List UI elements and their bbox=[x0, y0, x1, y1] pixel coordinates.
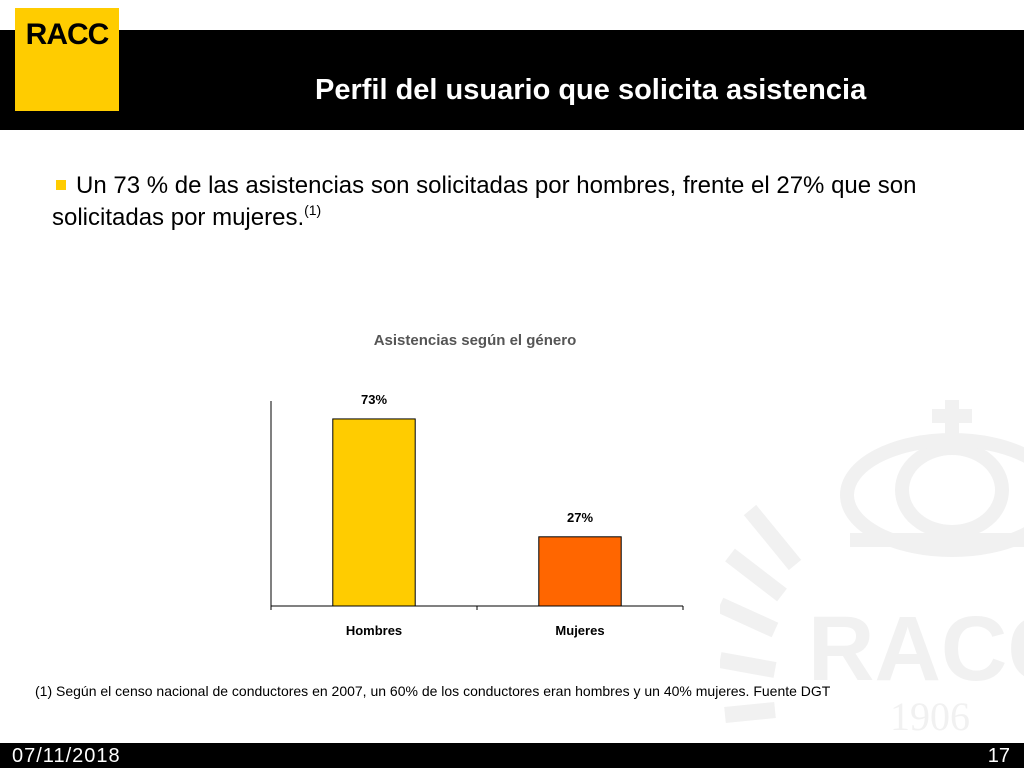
ray-2 bbox=[725, 548, 787, 602]
footer-bar: 07/11/2018 17 bbox=[0, 743, 1024, 768]
gender-bar-chart: Asistencias según el género 73% Hombres 27… bbox=[270, 332, 684, 638]
ray-4 bbox=[720, 652, 777, 678]
bullet-square-icon bbox=[56, 180, 66, 190]
racc-watermark: RACC 1906 bbox=[720, 400, 1024, 739]
x-tick-label-mujeres: Mujeres bbox=[555, 623, 604, 638]
crown-outer-arch bbox=[840, 433, 1024, 557]
bullet-point: Un 73 % de las asistencias son solicitad… bbox=[52, 170, 1002, 234]
ray-1 bbox=[743, 504, 802, 571]
logo-text: RACC bbox=[25, 18, 110, 51]
page-number: 17 bbox=[987, 745, 1010, 767]
header-bar bbox=[0, 30, 1024, 130]
watermark-year: 1906 bbox=[890, 694, 970, 739]
footnote: (1) Según el censo nacional de conductor… bbox=[35, 683, 831, 699]
data-label-mujeres: 27% bbox=[567, 510, 593, 525]
data-label-hombres: 73% bbox=[361, 392, 387, 407]
bullet-text: Un 73 % de las asistencias son solicitad… bbox=[52, 172, 917, 231]
bar-hombres bbox=[332, 418, 416, 607]
x-tick-label-hombres: Hombres bbox=[346, 623, 402, 638]
footer-date: 07/11/2018 bbox=[12, 745, 121, 767]
ray-5 bbox=[724, 702, 776, 723]
racc-logo: RACC bbox=[15, 8, 119, 111]
ray-3 bbox=[720, 597, 779, 638]
watermark-text: RACC bbox=[808, 598, 1024, 700]
bar-mujeres bbox=[538, 536, 622, 607]
bullet-footnote-ref: (1) bbox=[304, 202, 322, 218]
page-title: Perfil del usuario que solicita asistenc… bbox=[315, 74, 867, 106]
chart-title: Asistencias según el género bbox=[374, 332, 577, 349]
crown-inner-arch bbox=[895, 441, 1009, 539]
